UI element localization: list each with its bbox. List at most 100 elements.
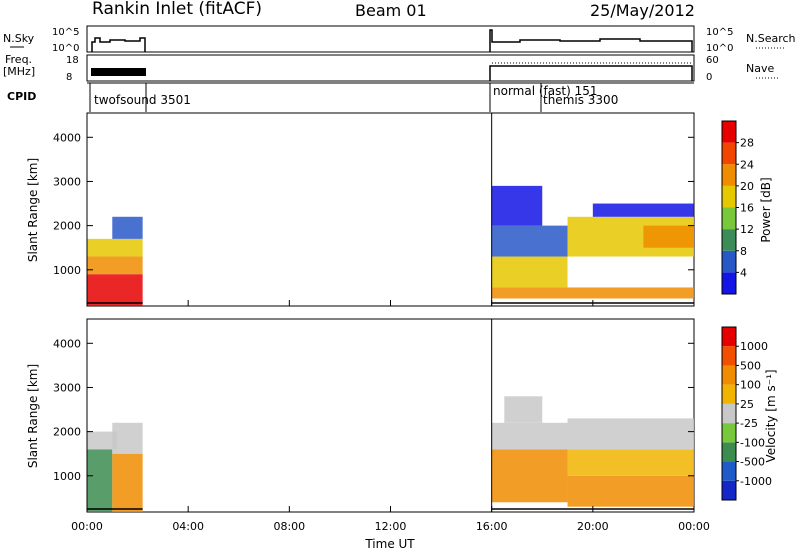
velocity-colorbar-swatch-1	[722, 461, 736, 481]
xtick-label-2: 08:00	[273, 520, 305, 533]
power-colorbar-tick-label-5: 24	[740, 158, 754, 171]
velocity-ytick-label-3: 4000	[53, 337, 81, 350]
power-colorbar-swatch-2	[722, 229, 736, 251]
nave-tick-top: 60	[706, 55, 719, 66]
cpid-mode-1: normal (fast) 151	[493, 84, 597, 98]
freq-panel: Freq. [MHz] 18 8 60 0 Nave	[3, 53, 780, 83]
power-ytick-label-3: 4000	[53, 131, 81, 144]
nsky-panel: N.Sky 10^5 10^0 10^5 10^0 N.Search	[3, 25, 796, 54]
velocity-ytick-label-1: 2000	[53, 426, 81, 439]
velocity-data-region-4	[491, 449, 568, 503]
station-title: Rankin Inlet (fitACF)	[92, 0, 262, 19]
freq-unit: [MHz]	[3, 65, 35, 78]
freq-tick-top: 18	[66, 55, 79, 66]
velocity-colorbar-swatch-5	[722, 384, 736, 404]
date-title: 25/May/2012	[590, 1, 695, 20]
power-ytick-label-0: 1000	[53, 264, 81, 277]
power-colorbar-swatch-3	[722, 207, 736, 230]
velocity-colorbar-tick-label-1: 500	[740, 359, 761, 372]
velocity-colorbar-frame	[721, 326, 737, 501]
power-colorbar: 4 8 12 16 20 24 28	[721, 120, 754, 295]
power-colorbar-swatch-0	[722, 272, 736, 294]
power-colorbar-tick-label-1: 8	[740, 245, 747, 258]
velocity-data-region-3	[112, 422, 143, 454]
velocity-data-region-1	[87, 431, 118, 450]
velocity-colorbar-swatch-2	[722, 442, 736, 462]
power-colorbar-swatch-5	[722, 164, 736, 186]
nave-label: Nave	[746, 62, 774, 75]
power-panel: Slant Range [km] 1000 2000 3000 4000 4 8 12 16…	[26, 112, 773, 307]
velocity-data-region-5	[491, 422, 568, 450]
power-data-region-0	[87, 274, 143, 306]
velocity-ytick-label-2: 3000	[53, 381, 81, 394]
xaxis-label: Time UT	[364, 537, 415, 551]
cpid-mode-0: twofsound 3501	[94, 93, 191, 107]
xtick-label-0: 00:00	[71, 520, 103, 533]
velocity-colorbar-swatch-8	[722, 327, 736, 347]
nsearch-label: N.Search	[746, 32, 796, 45]
velocity-colorbar: 1000 500 100 25 -25 -100 -500 -1000	[721, 326, 772, 501]
power-colorbar-tick-label-3: 16	[740, 202, 754, 215]
velocity-ylabel: Slant Range [km]	[26, 364, 40, 468]
velocity-data-layer	[86, 319, 694, 512]
power-data-layer	[86, 113, 694, 306]
nsky-label: N.Sky	[3, 32, 35, 45]
freq-label: Freq.	[5, 53, 32, 66]
time-axis: 00:00 04:00 08:00 12:00 16:00 20:00 00:00	[71, 300, 710, 533]
velocity-ytick-label-0: 1000	[53, 470, 81, 483]
power-data-region-10	[643, 225, 694, 248]
velocity-colorbar-tick-label-5: -100	[740, 436, 765, 449]
xtick-label-4: 16:00	[476, 520, 508, 533]
power-colorbar-swatch-6	[722, 142, 736, 165]
power-data-region-1	[87, 256, 143, 275]
nsearch-tick-top: 10^5	[706, 27, 733, 38]
cpid-mode-2: themis 3300	[543, 93, 618, 107]
nave-tick-bottom: 0	[706, 72, 712, 83]
freq-tick-bottom: 8	[66, 72, 72, 83]
power-data-region-7	[491, 185, 543, 226]
velocity-colorbar-tick-label-6: -500	[740, 456, 765, 469]
velocity-colorbar-label: Velocity [m s⁻¹]	[764, 369, 778, 462]
cpid-label: CPID	[7, 90, 36, 103]
velocity-colorbar-swatch-0	[722, 480, 736, 500]
velocity-data-region-9	[567, 418, 694, 450]
power-yaxis: 1000 2000 3000 4000	[53, 131, 694, 277]
power-colorbar-tick-label-6: 28	[740, 137, 754, 150]
velocity-colorbar-tick-label-3: 25	[740, 398, 754, 411]
velocity-yaxis: 1000 2000 3000 4000	[53, 337, 694, 483]
power-colorbar-swatch-1	[722, 250, 736, 273]
xtick-label-5: 20:00	[577, 520, 609, 533]
velocity-colorbar-tick-label-7: -1000	[740, 475, 772, 488]
velocity-data-region-0	[87, 449, 113, 512]
velocity-colorbar-swatch-4	[722, 403, 736, 424]
power-colorbar-label: Power [dB]	[759, 177, 773, 242]
cpid-panel: CPID twofsound 3501 normal (fast) 151 th…	[7, 82, 694, 112]
freq-trace-late	[489, 65, 693, 81]
xtick-label-1: 04:00	[172, 520, 204, 533]
power-data-region-4	[491, 287, 694, 299]
velocity-data-region-7	[567, 475, 694, 507]
power-data-region-9	[592, 203, 694, 217]
xtick-label-3: 12:00	[375, 520, 407, 533]
freq-trace-early	[91, 68, 146, 76]
power-colorbar-tick-label-0: 4	[740, 266, 747, 279]
nsky-trace-early	[91, 37, 146, 52]
velocity-panel: Slant Range [km] 1000 2000 3000 4000 1000 50…	[26, 318, 778, 513]
power-colorbar-tick-label-2: 12	[740, 223, 754, 236]
xtick-label-6: 00:00	[678, 520, 710, 533]
velocity-colorbar-tick-label-4: -25	[740, 417, 758, 430]
velocity-colorbar-tick-label-0: 1000	[740, 340, 768, 353]
nsky-tick-bottom: 10^0	[52, 43, 79, 54]
nsky-tick-top: 10^5	[52, 27, 79, 38]
velocity-data-region-8	[567, 449, 694, 476]
power-data-region-2	[87, 238, 143, 257]
power-ytick-label-1: 2000	[53, 220, 81, 233]
velocity-data-region-2	[112, 453, 143, 512]
velocity-colorbar-swatch-7	[722, 346, 736, 366]
power-ytick-label-2: 3000	[53, 175, 81, 188]
nsky-trace-late	[489, 29, 693, 52]
power-data-region-3	[112, 216, 143, 239]
nsearch-tick-bottom: 10^0	[706, 43, 733, 54]
power-colorbar-tick-label-4: 20	[740, 180, 754, 193]
